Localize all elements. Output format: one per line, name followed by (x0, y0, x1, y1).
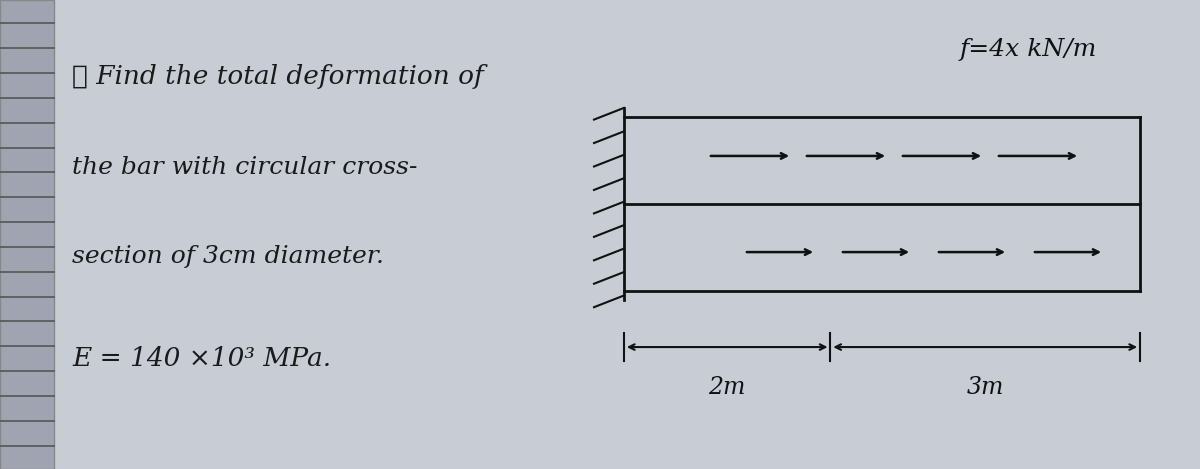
Text: 3m: 3m (966, 376, 1004, 399)
Text: E = 140 ×10³ MPa.: E = 140 ×10³ MPa. (72, 346, 331, 371)
Text: f=4x kN/m: f=4x kN/m (960, 38, 1097, 61)
Text: 2m: 2m (708, 376, 746, 399)
Text: section of 3cm diameter.: section of 3cm diameter. (72, 245, 384, 268)
Text: the bar with circular cross-: the bar with circular cross- (72, 156, 418, 179)
FancyBboxPatch shape (0, 0, 54, 469)
Text: ⓦ Find the total deformation of: ⓦ Find the total deformation of (72, 64, 484, 90)
